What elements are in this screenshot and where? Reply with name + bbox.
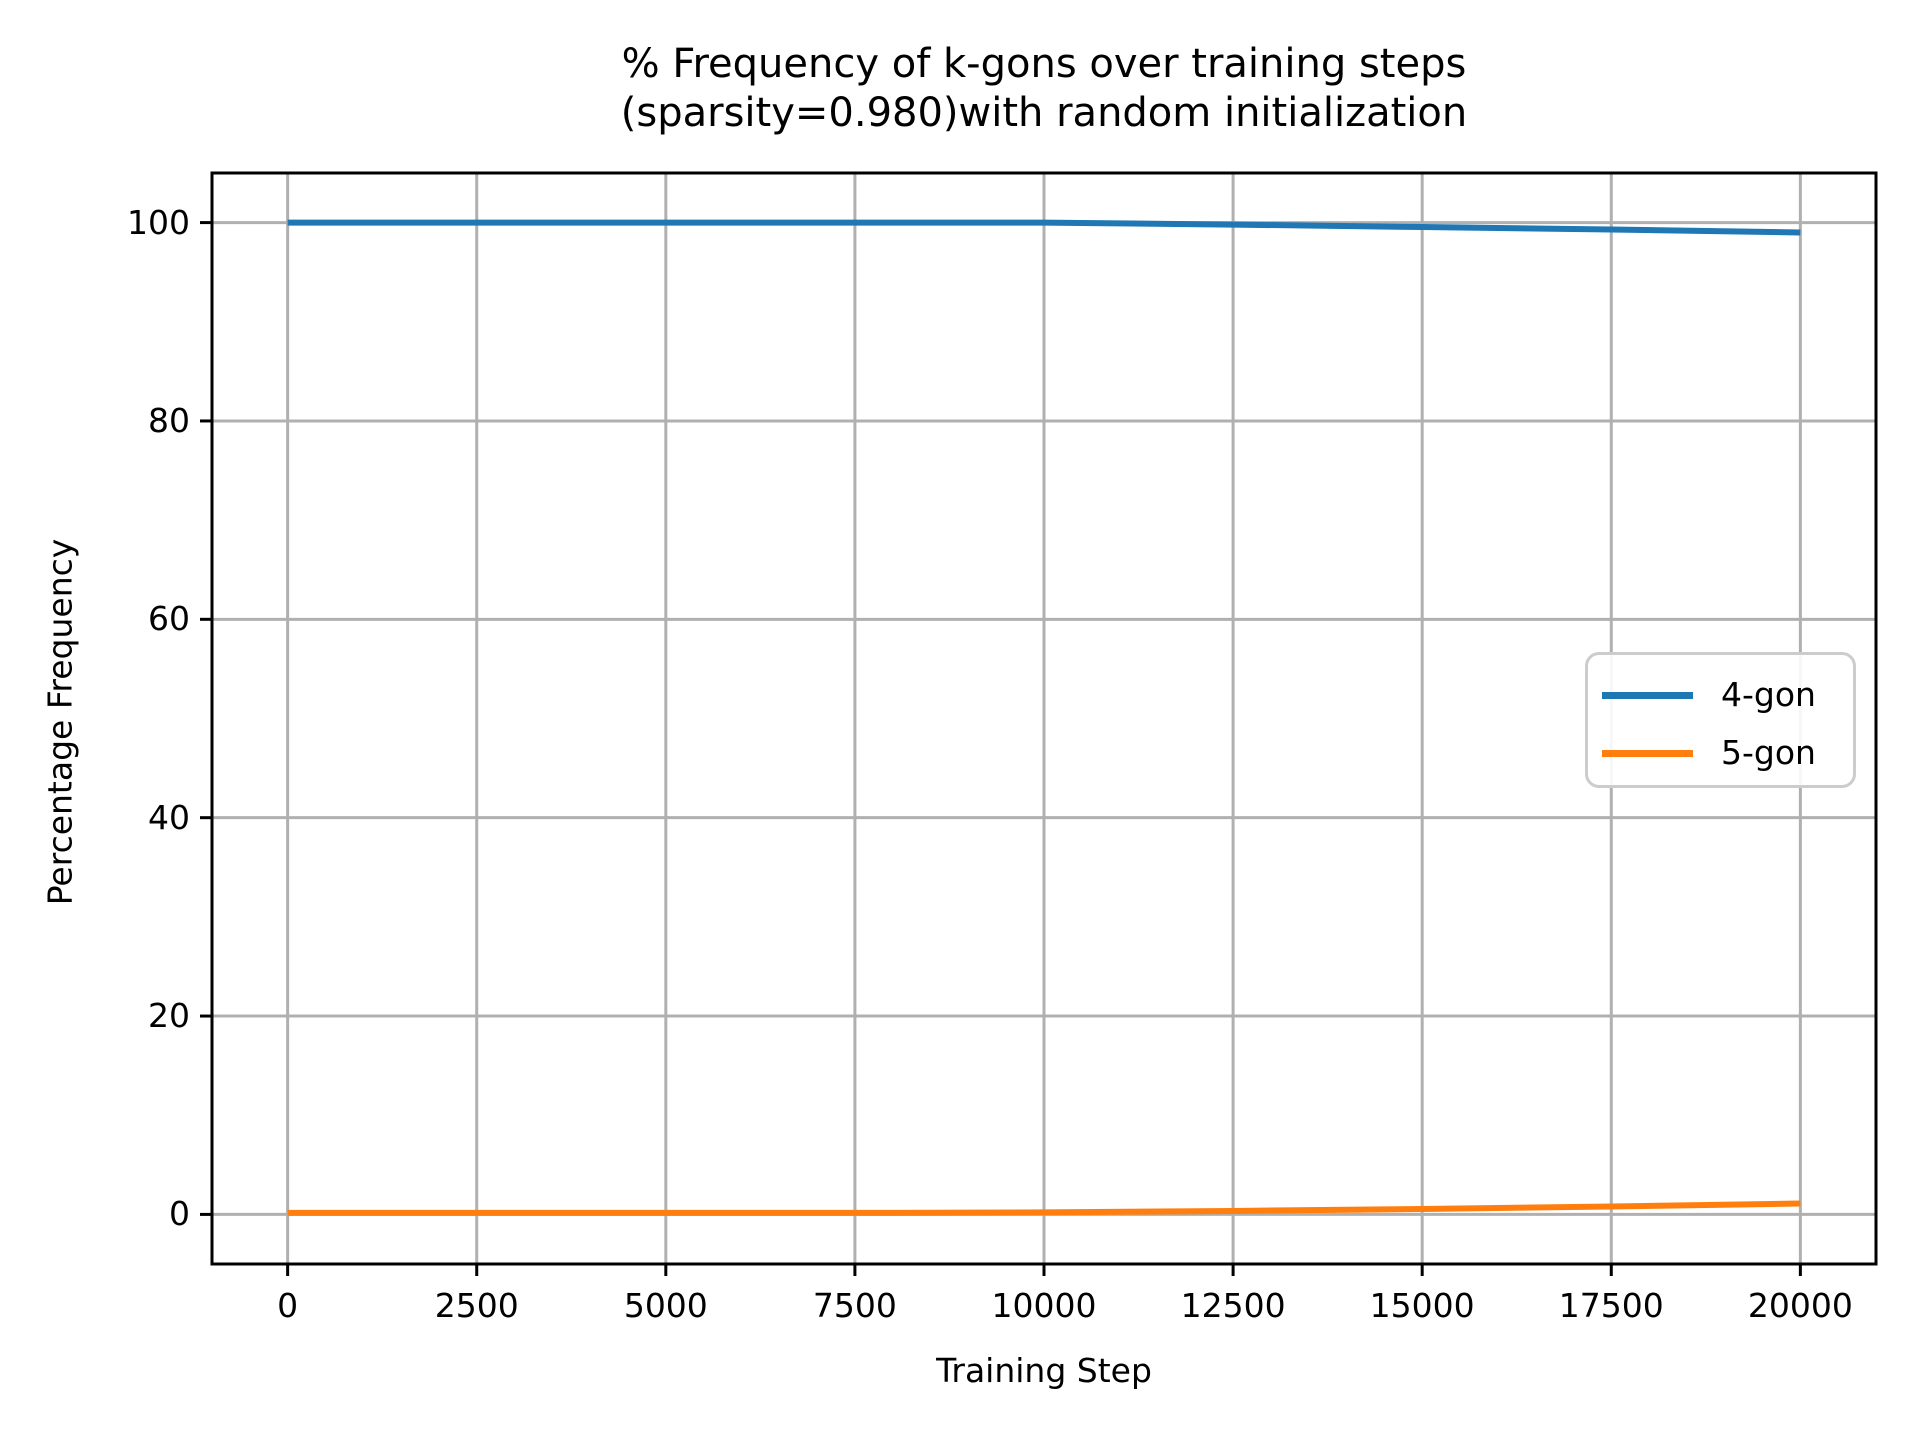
y-tick-label: 40 <box>148 797 190 837</box>
x-tick-label: 10000 <box>991 1286 1097 1325</box>
x-tick-label: 2500 <box>434 1286 519 1325</box>
x-axis-label: Training Step <box>936 1351 1152 1390</box>
y-axis-label: Percentage Frequency <box>40 538 80 906</box>
legend-label-5gon: 5-gon <box>1721 733 1816 772</box>
y-tick-label: 60 <box>148 599 190 639</box>
x-tick-label: 0 <box>277 1286 299 1325</box>
x-tick-label: 15000 <box>1369 1286 1475 1325</box>
legend-item-5gon: 5-gon <box>1602 727 1853 779</box>
x-tick-label: 7500 <box>812 1286 897 1325</box>
y-tick-label: 0 <box>169 1194 190 1234</box>
y-tick-label: 100 <box>127 202 190 242</box>
series-line-4-gon <box>287 219 1801 236</box>
x-tick-label: 5000 <box>623 1286 708 1325</box>
legend-line-sample-5gon <box>1602 749 1693 757</box>
legend-label-4gon: 4-gon <box>1721 675 1816 714</box>
legend-line-sample-4gon <box>1602 691 1693 699</box>
series-line-5-gon <box>287 1200 1801 1216</box>
legend: 4-gon 5-gon <box>1585 652 1856 788</box>
y-tick-label: 80 <box>148 400 190 440</box>
x-tick-label: 20000 <box>1747 1286 1853 1325</box>
chart-title: % Frequency of k-gons over training step… <box>212 40 1876 138</box>
x-tick-label: 12500 <box>1180 1286 1286 1325</box>
x-tick-label: 17500 <box>1558 1286 1664 1325</box>
chart-title-line2: (sparsity=0.980)with random initializati… <box>620 90 1468 136</box>
y-tick-label: 20 <box>148 996 190 1036</box>
legend-item-4gon: 4-gon <box>1602 669 1853 721</box>
chart-title-line1: % Frequency of k-gons over training step… <box>621 41 1467 87</box>
